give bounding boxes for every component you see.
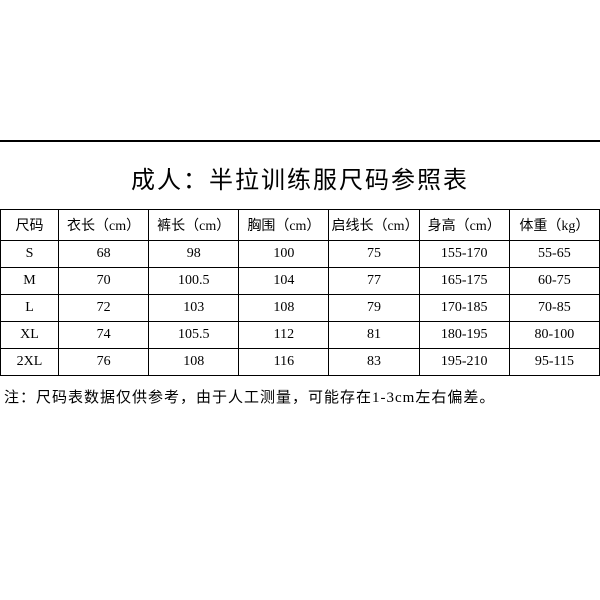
- cell-value: 70: [59, 268, 149, 295]
- cell-value: 74: [59, 322, 149, 349]
- cell-value: 70-85: [509, 295, 599, 322]
- cell-value: 165-175: [419, 268, 509, 295]
- cell-value: 81: [329, 322, 419, 349]
- cell-size: S: [1, 241, 59, 268]
- cell-value: 104: [239, 268, 329, 295]
- size-table: 尺码 衣长（cm） 裤长（cm） 胸围（cm） 启线长（cm） 身高（cm） 体…: [0, 209, 600, 376]
- cell-value: 72: [59, 295, 149, 322]
- cell-value: 55-65: [509, 241, 599, 268]
- cell-value: 60-75: [509, 268, 599, 295]
- cell-size: M: [1, 268, 59, 295]
- header-yichang: 衣长（cm）: [59, 210, 149, 241]
- cell-size: XL: [1, 322, 59, 349]
- cell-value: 103: [149, 295, 239, 322]
- cell-value: 116: [239, 349, 329, 376]
- cell-value: 68: [59, 241, 149, 268]
- table-row: 2XL 76 108 116 83 195-210 95-115: [1, 349, 600, 376]
- cell-value: 75: [329, 241, 419, 268]
- table-row: M 70 100.5 104 77 165-175 60-75: [1, 268, 600, 295]
- header-tizhong: 体重（kg）: [509, 210, 599, 241]
- cell-value: 83: [329, 349, 419, 376]
- cell-value: 155-170: [419, 241, 509, 268]
- table-row: S 68 98 100 75 155-170 55-65: [1, 241, 600, 268]
- header-xiongwei: 胸围（cm）: [239, 210, 329, 241]
- size-chart-container: 成人：半拉训练服尺码参照表 尺码 衣长（cm） 裤长（cm） 胸围（cm） 启线…: [0, 140, 600, 407]
- cell-value: 180-195: [419, 322, 509, 349]
- header-shengao: 身高（cm）: [419, 210, 509, 241]
- cell-size: L: [1, 295, 59, 322]
- cell-value: 76: [59, 349, 149, 376]
- cell-value: 112: [239, 322, 329, 349]
- cell-value: 79: [329, 295, 419, 322]
- cell-size: 2XL: [1, 349, 59, 376]
- top-separator-line: [0, 140, 600, 142]
- cell-value: 108: [149, 349, 239, 376]
- chart-title: 成人：半拉训练服尺码参照表: [0, 160, 600, 195]
- cell-value: 195-210: [419, 349, 509, 376]
- cell-value: 100: [239, 241, 329, 268]
- cell-value: 77: [329, 268, 419, 295]
- cell-value: 95-115: [509, 349, 599, 376]
- table-row: L 72 103 108 79 170-185 70-85: [1, 295, 600, 322]
- header-qixianchang: 启线长（cm）: [329, 210, 419, 241]
- table-header-row: 尺码 衣长（cm） 裤长（cm） 胸围（cm） 启线长（cm） 身高（cm） 体…: [1, 210, 600, 241]
- cell-value: 98: [149, 241, 239, 268]
- footnote: 注：尺码表数据仅供参考，由于人工测量，可能存在1-3cm左右偏差。: [0, 386, 600, 407]
- table-row: XL 74 105.5 112 81 180-195 80-100: [1, 322, 600, 349]
- cell-value: 170-185: [419, 295, 509, 322]
- header-kuchang: 裤长（cm）: [149, 210, 239, 241]
- cell-value: 80-100: [509, 322, 599, 349]
- cell-value: 108: [239, 295, 329, 322]
- cell-value: 105.5: [149, 322, 239, 349]
- header-size: 尺码: [1, 210, 59, 241]
- cell-value: 100.5: [149, 268, 239, 295]
